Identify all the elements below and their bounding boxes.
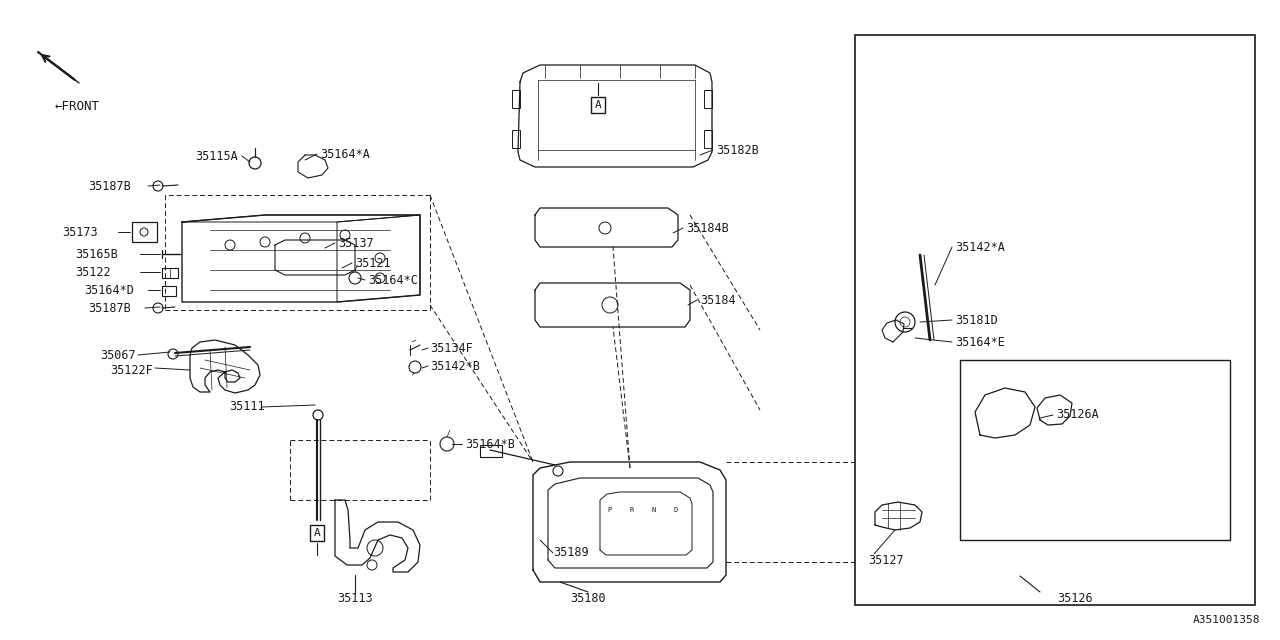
Text: A351001358: A351001358 (1193, 615, 1260, 625)
Text: 35067: 35067 (100, 349, 136, 362)
Text: 35181D: 35181D (955, 314, 997, 326)
Bar (512, 130, 520, 148)
Text: 35126: 35126 (1057, 591, 1093, 605)
Bar (512, 90, 520, 108)
Text: 35187B: 35187B (88, 179, 131, 193)
Text: ←FRONT: ←FRONT (55, 100, 100, 113)
Text: 35142*B: 35142*B (430, 360, 480, 372)
Text: N: N (652, 507, 657, 513)
Text: 35189: 35189 (553, 547, 589, 559)
Text: R: R (630, 507, 634, 513)
Text: 35182B: 35182B (716, 143, 759, 157)
Text: 35184B: 35184B (686, 221, 728, 234)
Text: 35122F: 35122F (110, 364, 152, 376)
Text: 35180: 35180 (570, 591, 605, 605)
Text: A: A (595, 100, 602, 110)
Text: 35111: 35111 (229, 401, 265, 413)
Text: D: D (673, 507, 678, 513)
Text: 35164*A: 35164*A (320, 147, 370, 161)
Text: 35115A: 35115A (195, 150, 238, 163)
Text: 35164*B: 35164*B (465, 438, 515, 451)
Text: 35121: 35121 (355, 257, 390, 269)
Text: 35142*A: 35142*A (955, 241, 1005, 253)
Text: 35113: 35113 (337, 591, 372, 605)
Text: 35122: 35122 (76, 266, 110, 278)
Bar (704, 130, 712, 148)
Text: A: A (314, 528, 320, 538)
Bar (960, 360, 1230, 540)
Text: 35134F: 35134F (430, 342, 472, 355)
Text: 35187B: 35187B (88, 301, 131, 314)
Text: 35165B: 35165B (76, 248, 118, 260)
Text: 35137: 35137 (338, 237, 374, 250)
Text: 35164*D: 35164*D (84, 284, 134, 296)
Bar (163, 286, 177, 296)
Bar (704, 90, 712, 108)
Text: 35164*C: 35164*C (369, 273, 417, 287)
Text: 35164*E: 35164*E (955, 335, 1005, 349)
Bar (480, 445, 502, 457)
Text: P: P (608, 507, 612, 513)
Text: 35127: 35127 (868, 554, 904, 566)
Bar (132, 222, 157, 242)
Bar (855, 35, 1254, 605)
Text: 35173: 35173 (61, 225, 97, 239)
Text: 35126A: 35126A (1056, 408, 1098, 422)
Text: 35184: 35184 (700, 294, 736, 307)
